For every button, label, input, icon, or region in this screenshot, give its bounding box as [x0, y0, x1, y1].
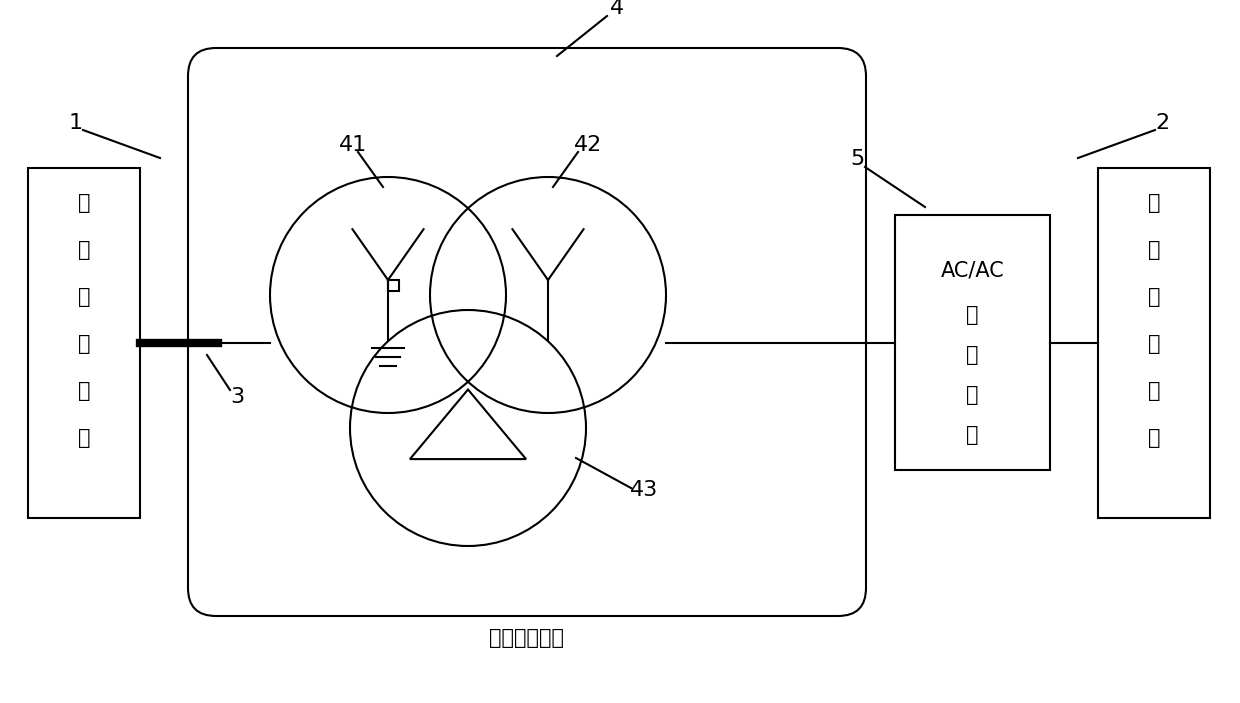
Text: 二: 二	[1148, 240, 1161, 260]
Text: 一: 一	[78, 240, 91, 260]
Text: AC/AC: AC/AC	[941, 260, 1004, 280]
Text: 2: 2	[1154, 113, 1169, 133]
Text: 网: 网	[78, 428, 91, 448]
Text: 4: 4	[610, 0, 624, 18]
Text: 流: 流	[78, 334, 91, 354]
Text: 第: 第	[1148, 193, 1161, 213]
Text: 41: 41	[339, 135, 367, 155]
Text: 频: 频	[966, 345, 978, 365]
Text: 网: 网	[1148, 428, 1161, 448]
Text: 变: 变	[966, 305, 978, 325]
Text: 交: 交	[78, 287, 91, 307]
Text: 42: 42	[574, 135, 603, 155]
Text: 电: 电	[78, 381, 91, 401]
Bar	[895, 215, 1050, 470]
Text: 流: 流	[1148, 334, 1161, 354]
Bar	[29, 168, 140, 518]
Text: 5: 5	[849, 149, 864, 169]
Text: 装: 装	[966, 385, 978, 405]
Text: 43: 43	[630, 480, 658, 500]
Text: 电: 电	[1148, 381, 1161, 401]
Text: 接地隔离装置: 接地隔离装置	[490, 628, 564, 648]
Text: 交: 交	[1148, 287, 1161, 307]
Text: 3: 3	[229, 387, 244, 407]
Text: 1: 1	[69, 113, 83, 133]
Text: 置: 置	[966, 425, 978, 445]
Text: 第: 第	[78, 193, 91, 213]
Bar	[388, 280, 399, 291]
Bar	[1097, 168, 1210, 518]
